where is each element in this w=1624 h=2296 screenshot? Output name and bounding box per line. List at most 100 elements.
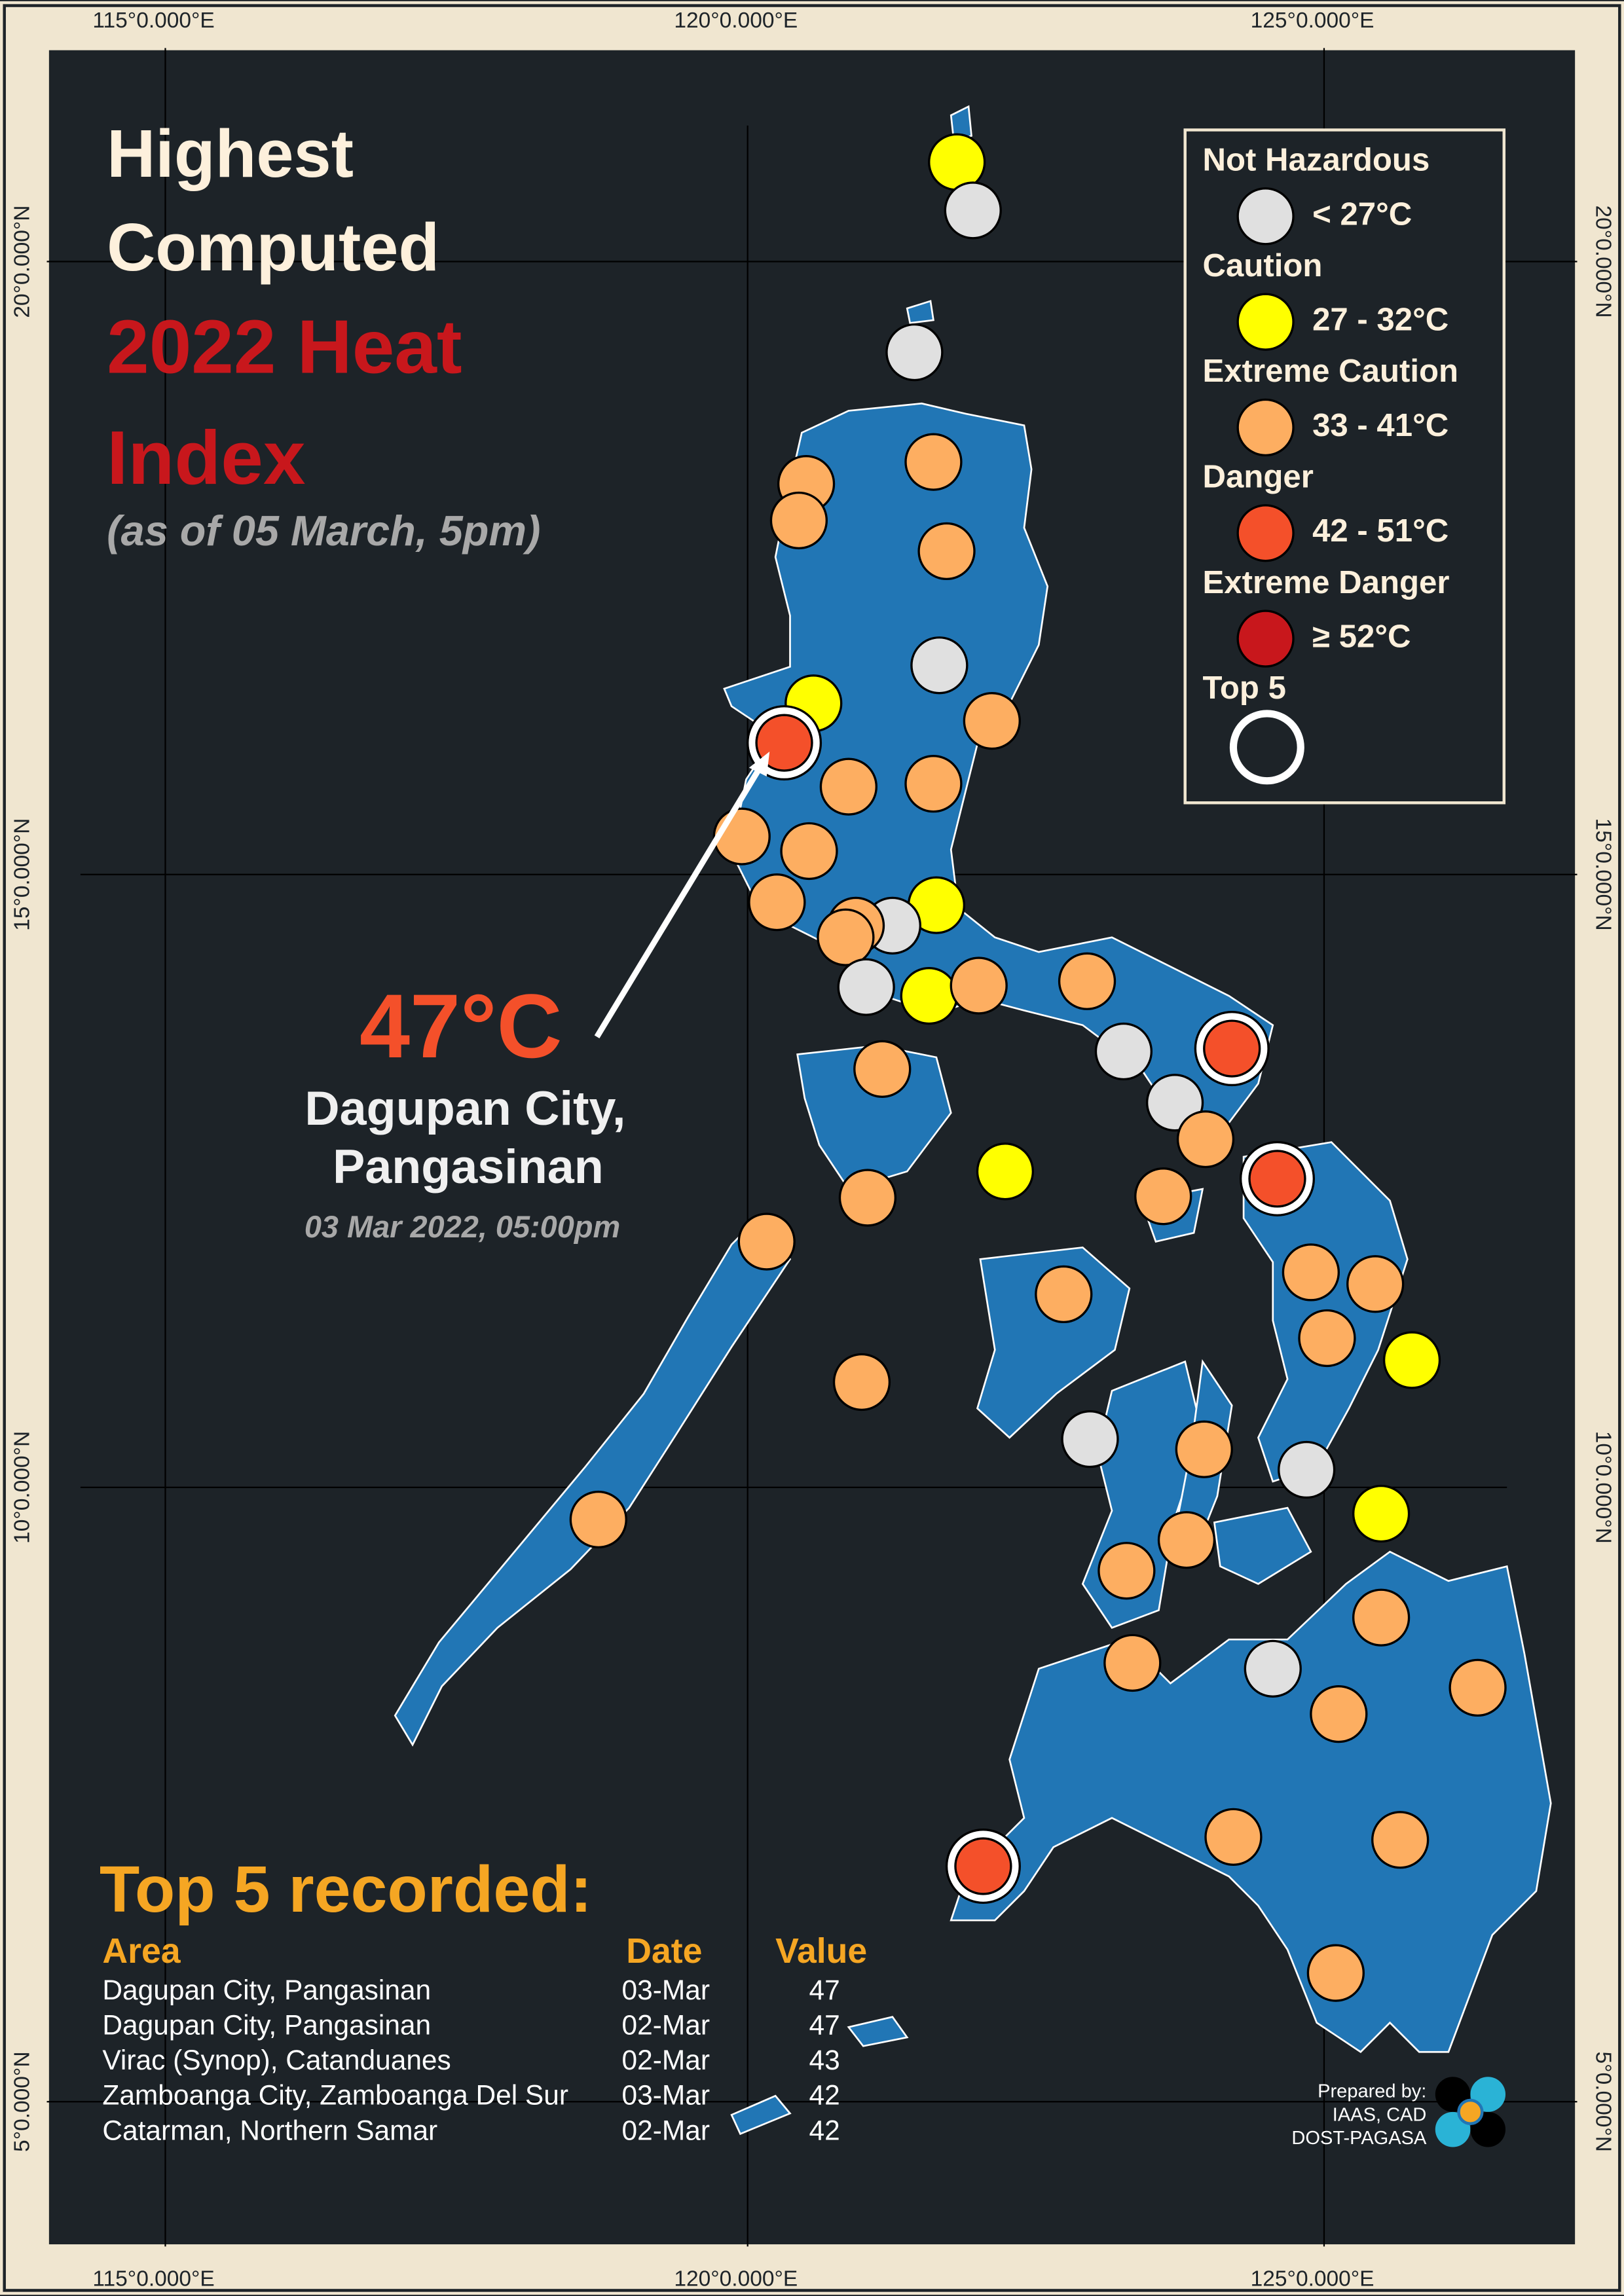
lat-label: 10°0.000°N (10, 1431, 35, 1544)
title: Highest Computed 2022 Heat Index (as of … (107, 116, 540, 555)
lon-label: 125°0.000°E (1251, 9, 1375, 33)
annotation-place: Pangasinan (333, 1139, 604, 1194)
station (832, 1353, 891, 1412)
lat-label: 20°0.000°N (10, 206, 35, 318)
station (904, 433, 963, 491)
legend-range: 33 - 41°C (1312, 408, 1449, 443)
batanes (950, 105, 972, 143)
legend-title: Not Hazardous (1203, 143, 1430, 178)
station (900, 967, 958, 1025)
stations (569, 133, 1507, 2002)
table-title: Top 5 recorded: (100, 1853, 592, 1926)
lat-label: 20°0.000°N (1591, 206, 1615, 318)
station (1352, 1588, 1411, 1647)
sulu (847, 2016, 909, 2047)
legend-swatch (1236, 398, 1295, 457)
lat-label: 5°0.000°N (10, 2051, 35, 2151)
babuyan (906, 300, 934, 324)
station (853, 1040, 912, 1098)
station (910, 636, 969, 695)
legend: Not Hazardous < 27°C Caution 27 - 32°C Extre… (1183, 128, 1506, 805)
lon-label: 115°0.000°E (92, 9, 214, 33)
legend-swatch (1236, 610, 1295, 668)
table-cell: 03-Mar (622, 2080, 710, 2111)
bohol (1213, 1506, 1312, 1585)
title-highlight: Index (107, 415, 305, 500)
tawi-tawi (730, 2094, 792, 2136)
station (976, 1142, 1035, 1201)
legend-title: Top 5 (1203, 670, 1286, 706)
station (1175, 1420, 1233, 1478)
station (1244, 1639, 1302, 1698)
legend-range: < 27°C (1312, 196, 1412, 232)
credit-line: IAAS, CAD (1333, 2104, 1427, 2125)
table-cell: 43 (809, 2045, 840, 2075)
legend-range: 42 - 51°C (1312, 513, 1449, 549)
station (1298, 1309, 1356, 1368)
table-cell: Catarman, Northern Samar (102, 2115, 437, 2145)
station (1278, 1440, 1336, 1499)
credit: Prepared by: IAAS, CAD DOST-PAGASA (1291, 2077, 1506, 2149)
lat-label: 10°0.000°N (1591, 1431, 1615, 1544)
lon-label: 125°0.000°E (1251, 2267, 1375, 2291)
table-cell: 02-Mar (622, 2045, 710, 2075)
table-header: Value (775, 1931, 867, 1971)
credit-line: DOST-PAGASA (1291, 2128, 1427, 2149)
table-cell: Zamboanga City, Zamboanga Del Sur (102, 2080, 568, 2111)
palawan (394, 1214, 792, 1747)
axis-labels: 115°0.000°E 120°0.000°E 125°0.000°E 115°… (10, 9, 1615, 2291)
station (1035, 1265, 1093, 1324)
station (569, 1490, 627, 1549)
table-cell: Dagupan City, Pangasinan (102, 2009, 431, 2040)
table-header: Area (102, 1931, 181, 1971)
station (1371, 1811, 1430, 1869)
table-cell: 02-Mar (622, 2009, 710, 2040)
lon-label: 115°0.000°E (92, 2267, 214, 2291)
lon-label: 120°0.000°E (674, 9, 798, 33)
station (1157, 1511, 1216, 1569)
annotation-place: Dagupan City, (304, 1081, 625, 1135)
station (755, 714, 813, 772)
title-line: Highest (107, 116, 354, 191)
mindanao (950, 1550, 1552, 2053)
table-cell: 47 (809, 2009, 840, 2040)
station (1282, 1243, 1340, 1302)
table-cell: Dagupan City, Pangasinan (102, 1975, 431, 2005)
station (712, 807, 771, 866)
annotation-line (594, 765, 764, 1039)
table-cell: Virac (Synop), Catanduanes (102, 2045, 451, 2075)
annotation-value: 47°C (360, 976, 563, 1077)
station (928, 133, 986, 191)
station (1098, 1542, 1156, 1600)
annotation-time: 03 Mar 2022, 05:00pm (304, 1210, 620, 1244)
legend-title: Extreme Caution (1203, 354, 1458, 389)
station (819, 757, 877, 816)
station (1203, 1019, 1261, 1078)
station (1061, 1410, 1119, 1468)
legend-top5-ring (1229, 710, 1304, 785)
station (950, 957, 1008, 1015)
title-highlight: 2022 Heat (107, 304, 462, 389)
station (1094, 1022, 1153, 1081)
station (1382, 1331, 1441, 1389)
annotation: 47°C Dagupan City, Pangasinan 03 Mar 202… (304, 752, 770, 1244)
table-cell: 47 (809, 1975, 840, 2005)
annotation-arrow (748, 752, 770, 777)
station (904, 755, 963, 813)
top5-table: Top 5 recorded: Area Date Value Dagupan … (100, 1853, 867, 2146)
title-line: Computed (107, 210, 439, 285)
station (885, 323, 944, 382)
station (1310, 1685, 1368, 1743)
lat-label: 5°0.000°N (1591, 2051, 1615, 2151)
legend-title: Caution (1203, 248, 1323, 283)
subtitle: (as of 05 March, 5pm) (107, 507, 540, 555)
station (1352, 1484, 1411, 1543)
station (917, 522, 976, 581)
station (944, 181, 1002, 240)
station (1204, 1808, 1263, 1866)
station (748, 873, 806, 932)
legend-swatch (1236, 293, 1295, 351)
legend-swatch (1236, 504, 1295, 562)
station (1176, 1110, 1235, 1169)
